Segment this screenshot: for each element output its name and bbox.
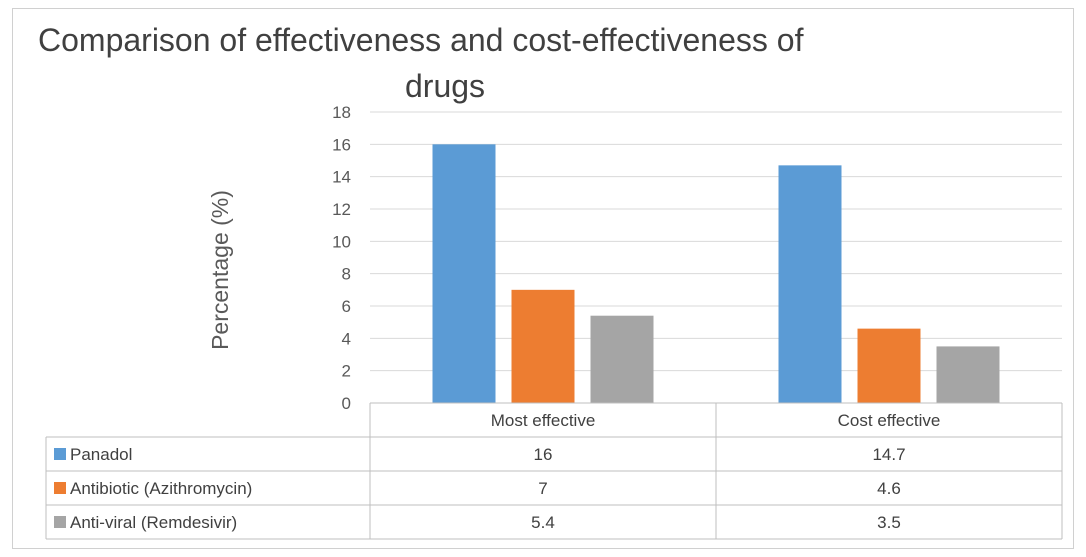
y-tick-label: 16 xyxy=(332,135,351,154)
x-category-label: Cost effective xyxy=(838,411,941,430)
legend-swatch xyxy=(54,516,66,528)
data-label: 4.6 xyxy=(877,479,901,498)
legend-label: Anti-viral (Remdesivir) xyxy=(70,513,237,532)
y-tick-label: 10 xyxy=(332,232,351,251)
bar xyxy=(778,165,842,403)
chart-frame xyxy=(12,8,1074,549)
y-tick-label: 18 xyxy=(332,103,351,122)
data-table: Most effective Cost effective Panadol 16 14.… xyxy=(45,402,1063,540)
legend-label: Antibiotic (Azithromycin) xyxy=(70,479,252,498)
bars xyxy=(432,144,1000,404)
bar xyxy=(511,289,575,403)
bar xyxy=(857,328,921,403)
x-category-label: Most effective xyxy=(491,411,596,430)
y-tick-label: 14 xyxy=(332,168,351,187)
bar xyxy=(936,346,1000,403)
y-tick-label: 12 xyxy=(332,200,351,219)
y-axis-ticks: 0 2 4 6 8 10 12 14 16 18 xyxy=(332,103,351,413)
legend-label: Panadol xyxy=(70,445,132,464)
bar xyxy=(590,315,654,403)
data-label: 7 xyxy=(538,479,547,498)
y-tick-label: 8 xyxy=(342,265,351,284)
y-axis-label: Percentage (%) xyxy=(207,190,233,350)
y-tick-label: 6 xyxy=(342,297,351,316)
y-tick-label: 4 xyxy=(342,329,351,348)
chart-title-line2: drugs xyxy=(405,68,486,104)
y-tick-label: 0 xyxy=(342,394,351,413)
data-label: 16 xyxy=(534,445,553,464)
legend-swatch xyxy=(54,482,66,494)
data-label: 3.5 xyxy=(877,513,901,532)
bar xyxy=(432,144,496,404)
y-tick-label: 2 xyxy=(342,362,351,381)
legend-swatch xyxy=(54,448,66,460)
data-label: 5.4 xyxy=(531,513,555,532)
chart-title-line1: Comparison of effectiveness and cost-eff… xyxy=(38,22,804,58)
data-label: 14.7 xyxy=(872,445,905,464)
